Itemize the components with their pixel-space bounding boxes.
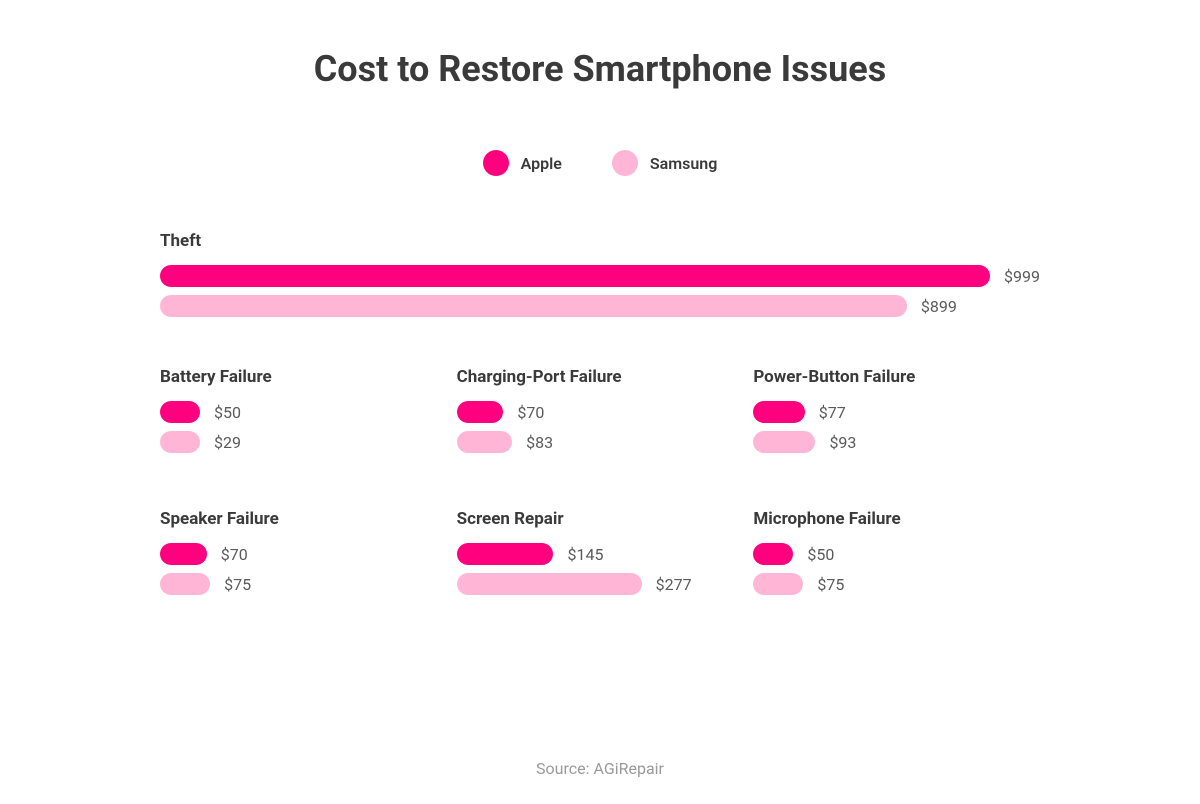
legend-item-samsung: Samsung	[612, 150, 717, 176]
bar-row: $50	[160, 401, 447, 423]
chart-container: Cost to Restore Smartphone Issues Apple S…	[0, 0, 1200, 623]
group-label: Theft	[160, 231, 1040, 251]
bar-value: $999	[1004, 267, 1040, 286]
bar-apple	[160, 401, 200, 423]
bar-value: $899	[921, 297, 957, 316]
group-battery-failure: Battery Failure $50 $29	[160, 367, 447, 461]
group-label: Battery Failure	[160, 367, 447, 387]
group-theft: Theft $999 $899	[160, 231, 1040, 317]
bar-row: $75	[160, 573, 447, 595]
bar-value: $50	[807, 545, 834, 564]
legend-item-apple: Apple	[483, 150, 562, 176]
legend: Apple Samsung	[80, 150, 1120, 176]
bar-samsung	[753, 573, 803, 595]
bar-row: $93	[753, 431, 1040, 453]
bar-row: $70	[457, 401, 744, 423]
bar-samsung	[457, 431, 512, 453]
bar-apple	[160, 543, 207, 565]
bar-row: $145	[457, 543, 744, 565]
bar-value: $70	[221, 545, 248, 564]
group-speaker-failure: Speaker Failure $70 $75	[160, 509, 447, 603]
group-label: Screen Repair	[457, 509, 744, 529]
chart-area: Theft $999 $899 Battery Failure $50 $29 Char…	[80, 231, 1120, 603]
bar-value: $145	[567, 545, 603, 564]
group-label: Speaker Failure	[160, 509, 447, 529]
bar-value: $83	[526, 433, 553, 452]
bar-samsung	[160, 295, 907, 317]
bar-samsung	[457, 573, 642, 595]
bar-apple	[457, 543, 554, 565]
bar-value: $93	[829, 433, 856, 452]
bar-row: $75	[753, 573, 1040, 595]
bar-row: $70	[160, 543, 447, 565]
legend-swatch	[483, 150, 509, 176]
bar-value: $277	[656, 575, 692, 594]
group-power-button-failure: Power-Button Failure $77 $93	[753, 367, 1040, 461]
bar-row: $277	[457, 573, 744, 595]
group-label: Power-Button Failure	[753, 367, 1040, 387]
bar-apple	[753, 543, 793, 565]
bar-samsung	[753, 431, 815, 453]
group-charging-port-failure: Charging-Port Failure $70 $83	[457, 367, 744, 461]
small-multiples-grid: Battery Failure $50 $29 Charging-Port Failu…	[160, 367, 1040, 603]
bar-row: $29	[160, 431, 447, 453]
bar-value: $77	[819, 403, 846, 422]
legend-swatch	[612, 150, 638, 176]
bar-value: $75	[224, 575, 251, 594]
bar-value: $70	[517, 403, 544, 422]
source-attribution: Source: AGiRepair	[0, 759, 1200, 778]
bar-apple	[160, 265, 990, 287]
bar-row: $83	[457, 431, 744, 453]
big-bars: $999 $899	[160, 265, 1040, 317]
bar-row: $50	[753, 543, 1040, 565]
bar-row: $899	[160, 295, 1040, 317]
chart-title: Cost to Restore Smartphone Issues	[80, 48, 1120, 90]
bar-apple	[753, 401, 804, 423]
bar-samsung	[160, 573, 210, 595]
legend-label: Apple	[521, 154, 562, 173]
bar-row: $999	[160, 265, 1040, 287]
bar-apple	[457, 401, 504, 423]
bar-samsung	[160, 431, 200, 453]
bar-value: $29	[214, 433, 241, 452]
bar-row: $77	[753, 401, 1040, 423]
bar-value: $50	[214, 403, 241, 422]
group-screen-repair: Screen Repair $145 $277	[457, 509, 744, 603]
bar-value: $75	[817, 575, 844, 594]
group-label: Charging-Port Failure	[457, 367, 744, 387]
group-microphone-failure: Microphone Failure $50 $75	[753, 509, 1040, 603]
group-label: Microphone Failure	[753, 509, 1040, 529]
legend-label: Samsung	[650, 154, 717, 173]
